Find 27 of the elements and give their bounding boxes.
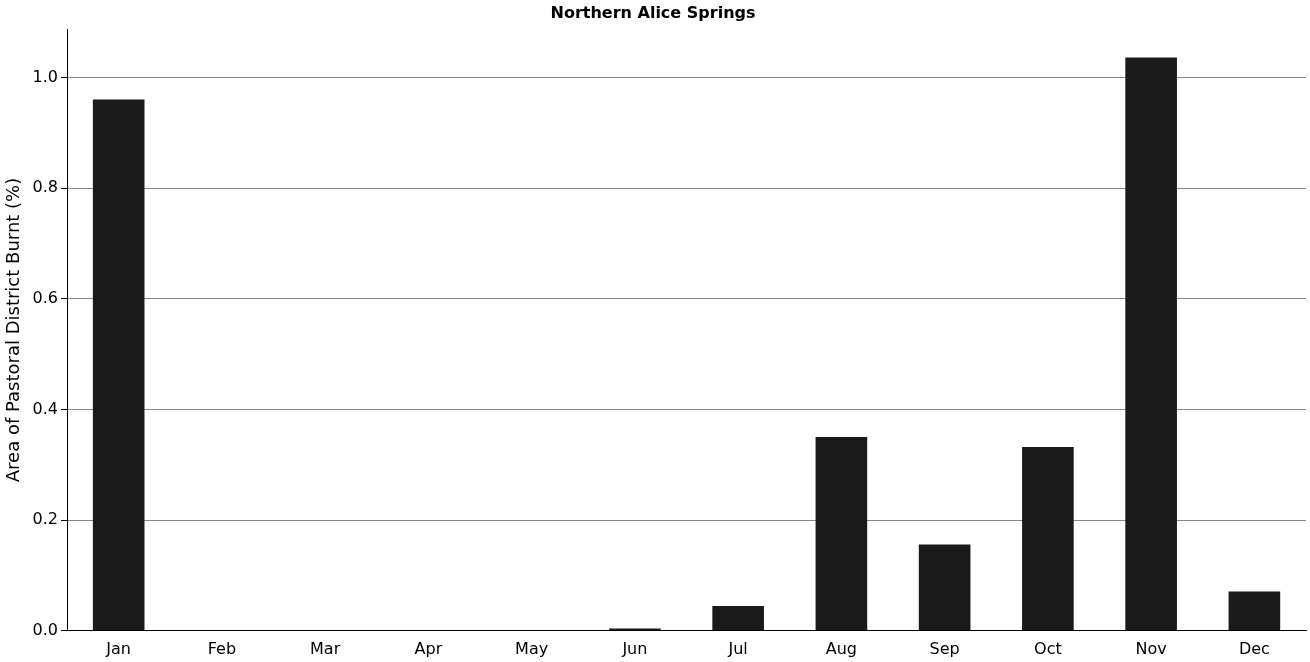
chart-title: Northern Alice Springs (550, 2, 756, 22)
bar (1022, 447, 1074, 631)
x-tick-label: Oct (1034, 638, 1062, 658)
x-tick-label: Sep (929, 638, 960, 658)
bar (1228, 591, 1281, 631)
x-tick-label: Aug (825, 638, 858, 658)
bar (815, 437, 868, 631)
y-tick-label: 0.4 (32, 398, 59, 418)
x-tick-label: Feb (207, 638, 237, 658)
x-tick-label: Jun (621, 638, 648, 658)
y-tick-label: 1.0 (32, 66, 59, 86)
bar (1125, 57, 1177, 631)
x-tick-label: Nov (1135, 638, 1167, 658)
bar (92, 99, 145, 631)
bar (918, 544, 971, 631)
x-tick-label: Jan (105, 638, 131, 658)
x-tick-label: Jul (727, 638, 748, 658)
bar (712, 605, 764, 631)
x-tick-label: May (515, 638, 549, 658)
y-tick-label: 0.2 (32, 509, 59, 529)
x-tick-label: Apr (414, 638, 443, 658)
y-axis-title: Area of Pastoral District Burnt (%) (2, 177, 24, 483)
y-tick-label: 0.0 (32, 619, 59, 639)
x-tick-label: Mar (310, 638, 341, 658)
y-tick-label: 0.8 (32, 177, 59, 197)
x-tick-label: Dec (1238, 638, 1270, 658)
y-tick-label: 0.6 (32, 287, 59, 307)
